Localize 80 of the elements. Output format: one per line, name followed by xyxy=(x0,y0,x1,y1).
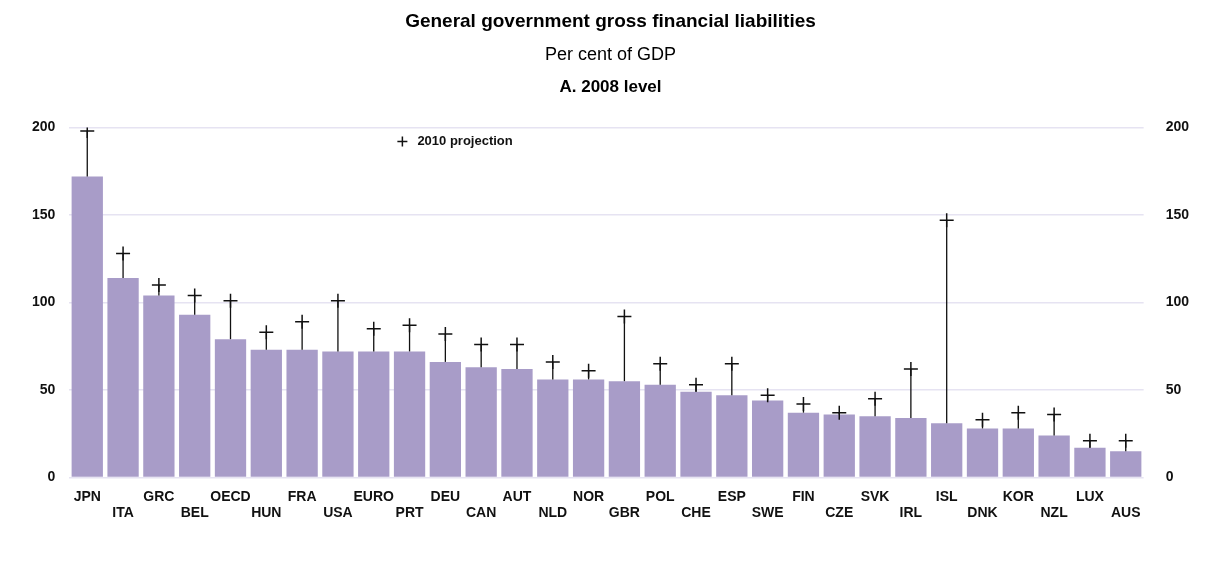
x-tick-label: IRL xyxy=(899,504,923,521)
x-tick-label: CHE xyxy=(681,504,711,521)
x-tick-label: OECD xyxy=(210,487,251,504)
bar xyxy=(787,412,820,477)
x-tick-label: ISL xyxy=(935,487,959,504)
y2-tick-label: 150 xyxy=(1165,205,1190,222)
bar xyxy=(859,416,891,477)
y-tick-label: 50 xyxy=(39,380,56,397)
x-tick-label: HUN xyxy=(251,504,282,521)
y-tick-label: 100 xyxy=(32,293,56,310)
y2-tick-label: 50 xyxy=(1165,380,1182,397)
bar xyxy=(179,314,211,477)
bar xyxy=(608,381,641,477)
x-tick-label: FIN xyxy=(792,487,815,504)
x-tick-label: ESP xyxy=(717,487,746,504)
bar xyxy=(644,384,676,477)
bar xyxy=(537,379,569,477)
bar xyxy=(572,379,605,477)
bar xyxy=(1038,435,1070,477)
y2-tick-label: 0 xyxy=(1165,468,1174,485)
y2-tick-label: 200 xyxy=(1165,118,1190,135)
x-tick-label: SVK xyxy=(860,487,890,504)
x-tick-label: CAN xyxy=(466,504,497,521)
bar xyxy=(322,351,354,477)
bar xyxy=(1002,428,1034,477)
bar xyxy=(751,400,784,477)
point xyxy=(724,355,740,372)
chart-subtitle: Per cent of GDP xyxy=(543,44,678,65)
point xyxy=(545,354,561,370)
bar xyxy=(931,423,963,477)
y-tick-label: 150 xyxy=(32,205,56,222)
bar xyxy=(823,414,855,477)
x-tick-label: ITA xyxy=(112,504,134,521)
point xyxy=(473,336,489,353)
x-tick-label: AUS xyxy=(1110,504,1141,521)
bar xyxy=(1110,451,1142,477)
x-tick-label: USA xyxy=(323,504,353,521)
x-tick-label: NZL xyxy=(1040,504,1069,521)
x-tick-label: NOR xyxy=(573,487,605,504)
x-tick-label: FRA xyxy=(287,487,317,504)
bar xyxy=(429,361,462,477)
y-tick-label: 200 xyxy=(32,118,56,135)
bar xyxy=(358,351,390,477)
x-tick-label: CZE xyxy=(825,504,854,521)
x-tick-label: DEU xyxy=(430,487,461,504)
bar xyxy=(107,277,139,477)
x-tick-label: POL xyxy=(645,487,676,504)
point xyxy=(652,355,668,372)
x-tick-label: BEL xyxy=(180,504,210,521)
bar xyxy=(393,351,426,477)
x-tick-label: SWE xyxy=(751,504,784,521)
y2-tick-label: 100 xyxy=(1165,293,1190,310)
x-tick-label: DNK xyxy=(967,504,998,521)
bar xyxy=(214,339,247,477)
x-tick-label: AUT xyxy=(502,487,532,504)
x-tick-label: LUX xyxy=(1075,487,1105,504)
bar xyxy=(465,367,497,477)
bar xyxy=(501,368,533,477)
x-tick-label: PRT xyxy=(395,504,424,521)
bar xyxy=(966,428,999,477)
bar xyxy=(250,349,282,477)
x-tick-label: JPN xyxy=(73,487,101,504)
bar xyxy=(1074,447,1106,477)
point xyxy=(759,387,776,403)
x-tick-label: NLD xyxy=(538,504,568,521)
bar xyxy=(143,295,175,477)
x-tick-label: KOR xyxy=(1002,487,1034,504)
bar xyxy=(286,349,318,477)
bar xyxy=(895,417,927,477)
legend-label: 2010 projection xyxy=(417,132,513,148)
y-tick-label: 0 xyxy=(47,468,56,485)
chart-title: General government gross financial liabilities xyxy=(404,10,817,32)
x-tick-label: EURO xyxy=(353,487,395,504)
x-tick-label: GBR xyxy=(608,504,640,521)
bar xyxy=(680,391,712,477)
bar xyxy=(716,395,748,477)
point xyxy=(831,404,848,421)
bar xyxy=(71,176,103,477)
text: A. 2008 level xyxy=(558,77,663,97)
x-tick-label: GRC xyxy=(143,487,175,504)
